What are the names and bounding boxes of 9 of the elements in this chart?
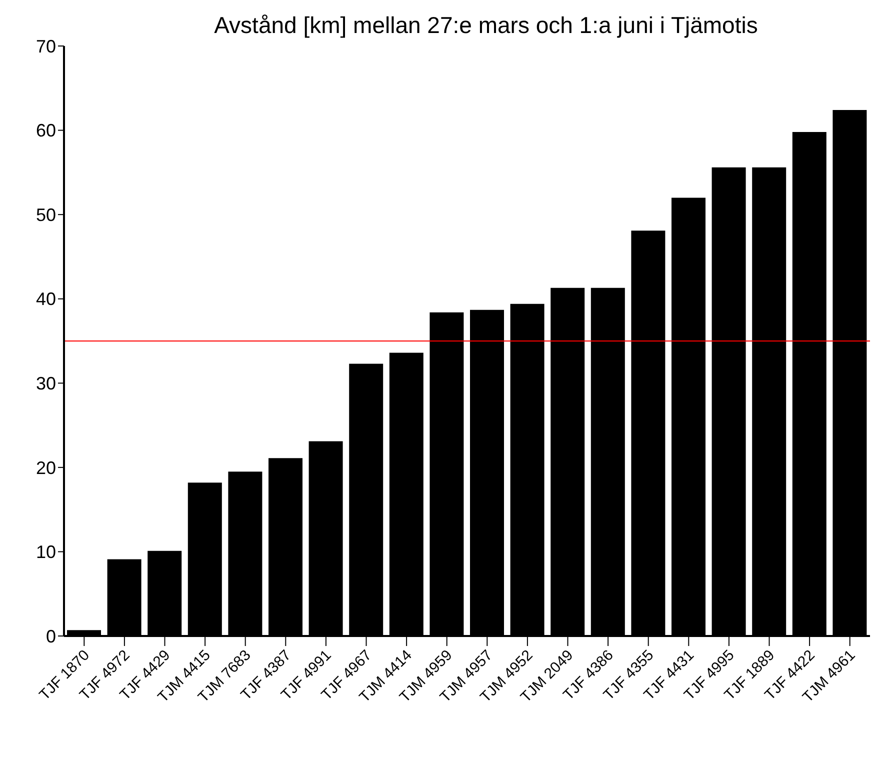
y-tick-label: 50 bbox=[36, 204, 56, 225]
y-tick-label: 20 bbox=[36, 458, 56, 478]
y-tick-label: 40 bbox=[36, 289, 56, 310]
y-tick-label: 60 bbox=[36, 120, 56, 141]
y-tick-label: 0 bbox=[46, 626, 56, 646]
y-tick-label: 30 bbox=[36, 374, 56, 394]
chart-title: Avstånd [km] mellan 27:e mars och 1:a juni i Tjämotis bbox=[214, 12, 758, 38]
y-tick-label: 10 bbox=[36, 542, 56, 562]
y-tick-label: 70 bbox=[36, 36, 56, 56]
